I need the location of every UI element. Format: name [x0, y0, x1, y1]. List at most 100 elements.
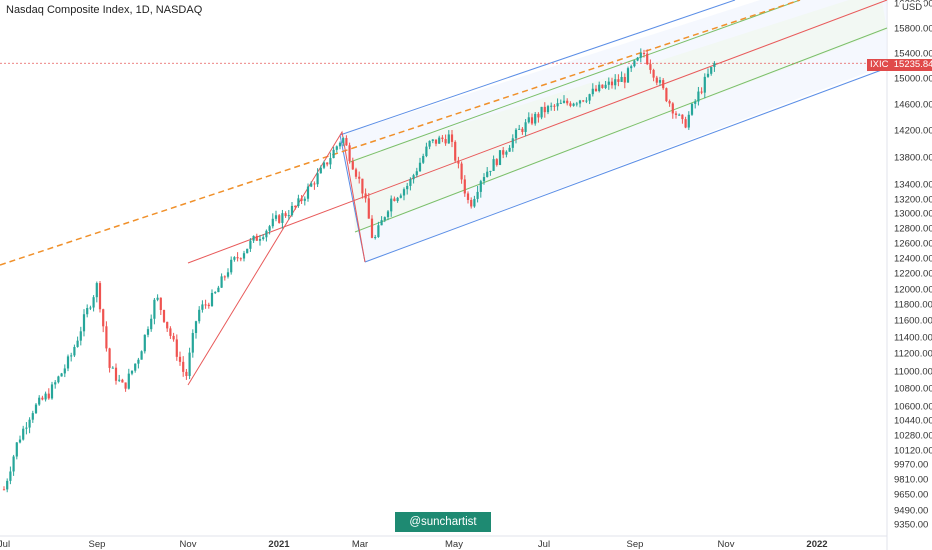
candle-body: [412, 175, 415, 180]
candle-body: [258, 239, 262, 241]
candle-body: [194, 321, 198, 333]
candle-body: [354, 169, 358, 177]
candle-body: [422, 156, 425, 163]
candle-body: [690, 103, 694, 115]
candle-body: [284, 213, 287, 217]
candle-body: [44, 393, 47, 400]
candle-body: [130, 370, 134, 374]
candle-body: [255, 235, 258, 241]
candle-body: [111, 367, 114, 369]
candle-body: [434, 139, 438, 144]
candle-body: [310, 183, 313, 187]
candle-body: [249, 240, 252, 249]
candle-body: [322, 162, 326, 168]
candle-body: [22, 428, 25, 440]
candle-body: [614, 79, 617, 86]
y-tick-label: 9650.00: [894, 490, 928, 501]
candle-body: [150, 318, 153, 330]
candle-body: [431, 139, 434, 141]
candle-body: [540, 106, 543, 118]
candle-body: [694, 101, 697, 104]
candle-body: [374, 237, 377, 239]
candle-body: [66, 356, 70, 369]
candle-body: [710, 67, 713, 74]
candle-body: [636, 57, 639, 61]
candle-body: [633, 60, 636, 67]
zigzag-legs: [187, 130, 366, 386]
y-tick-label: 13200.00: [894, 195, 932, 206]
y-tick-label: 11600.00: [894, 316, 932, 327]
candle-body: [316, 173, 319, 185]
candle-body: [239, 258, 242, 260]
x-tick-label: Mar: [352, 539, 368, 550]
y-tick-label: 12200.00: [894, 269, 932, 280]
candle-body: [498, 150, 502, 165]
candle-body: [105, 326, 108, 349]
y-tick-label: 10280.00: [894, 431, 932, 442]
candle-body: [658, 80, 662, 83]
candle-body: [620, 76, 623, 82]
channel-lower-line: [364, 67, 888, 263]
candle-body: [534, 113, 537, 124]
y-tick-label: 9970.00: [894, 460, 928, 471]
candle-body: [92, 297, 95, 308]
candle-body: [406, 185, 409, 190]
x-tick-label: 2021: [268, 539, 290, 550]
candle-body: [662, 80, 665, 89]
candle-body: [393, 198, 396, 202]
candle-body: [41, 397, 44, 400]
candle-body: [278, 215, 281, 223]
candle-body: [108, 348, 111, 368]
candle-body: [82, 314, 86, 332]
candle-body: [124, 382, 127, 389]
y-tick-label: 10800.00: [894, 384, 932, 395]
candle-body: [476, 191, 479, 199]
candle-body: [588, 94, 591, 101]
x-tick-label: Nov: [718, 539, 735, 550]
candle-body: [290, 205, 294, 216]
candle-body: [438, 137, 441, 144]
candle-body: [508, 147, 511, 152]
candle-body: [671, 103, 674, 114]
y-tick-label: 12800.00: [894, 224, 932, 235]
candle-body: [572, 103, 575, 106]
y-tick-label: 12000.00: [894, 285, 932, 296]
y-tick-label: 13000.00: [894, 209, 932, 220]
x-tick-label: May: [445, 539, 463, 550]
candle-body: [54, 382, 57, 385]
candle-body: [514, 129, 518, 139]
x-tick-label: 2022: [806, 539, 827, 550]
candle-body: [358, 176, 361, 179]
candle-body: [668, 101, 671, 104]
candle-body: [386, 211, 390, 218]
y-tick-label: 15000.00: [894, 74, 932, 85]
candle-body: [550, 105, 553, 107]
candle-body: [396, 197, 399, 202]
candle-body: [79, 331, 82, 341]
y-tick-label: 9490.00: [894, 506, 928, 517]
symbol-label: IXIC: [870, 59, 889, 70]
y-tick-label: 15800.00: [894, 24, 932, 35]
candle-body: [511, 138, 514, 148]
candle-body: [524, 122, 527, 132]
candle-body: [463, 179, 466, 194]
candle-body: [102, 309, 105, 327]
channel-upper-line: [339, 0, 736, 136]
candle-body: [569, 103, 572, 106]
candle-body: [172, 335, 175, 340]
x-tick-label: Nov: [180, 539, 197, 550]
candle-body: [607, 81, 610, 85]
candle-body: [281, 213, 284, 223]
candle-body: [700, 91, 703, 93]
candle-body: [34, 404, 38, 414]
candle-body: [486, 171, 489, 178]
candle-body: [447, 134, 450, 144]
y-tick-label: 12400.00: [894, 254, 932, 265]
candle-body: [674, 113, 678, 115]
candle-body: [473, 198, 476, 207]
candle-body: [28, 419, 31, 428]
candle-body: [297, 198, 300, 207]
candle-body: [230, 259, 233, 273]
candle-body: [713, 63, 716, 68]
candle-body: [697, 91, 700, 102]
